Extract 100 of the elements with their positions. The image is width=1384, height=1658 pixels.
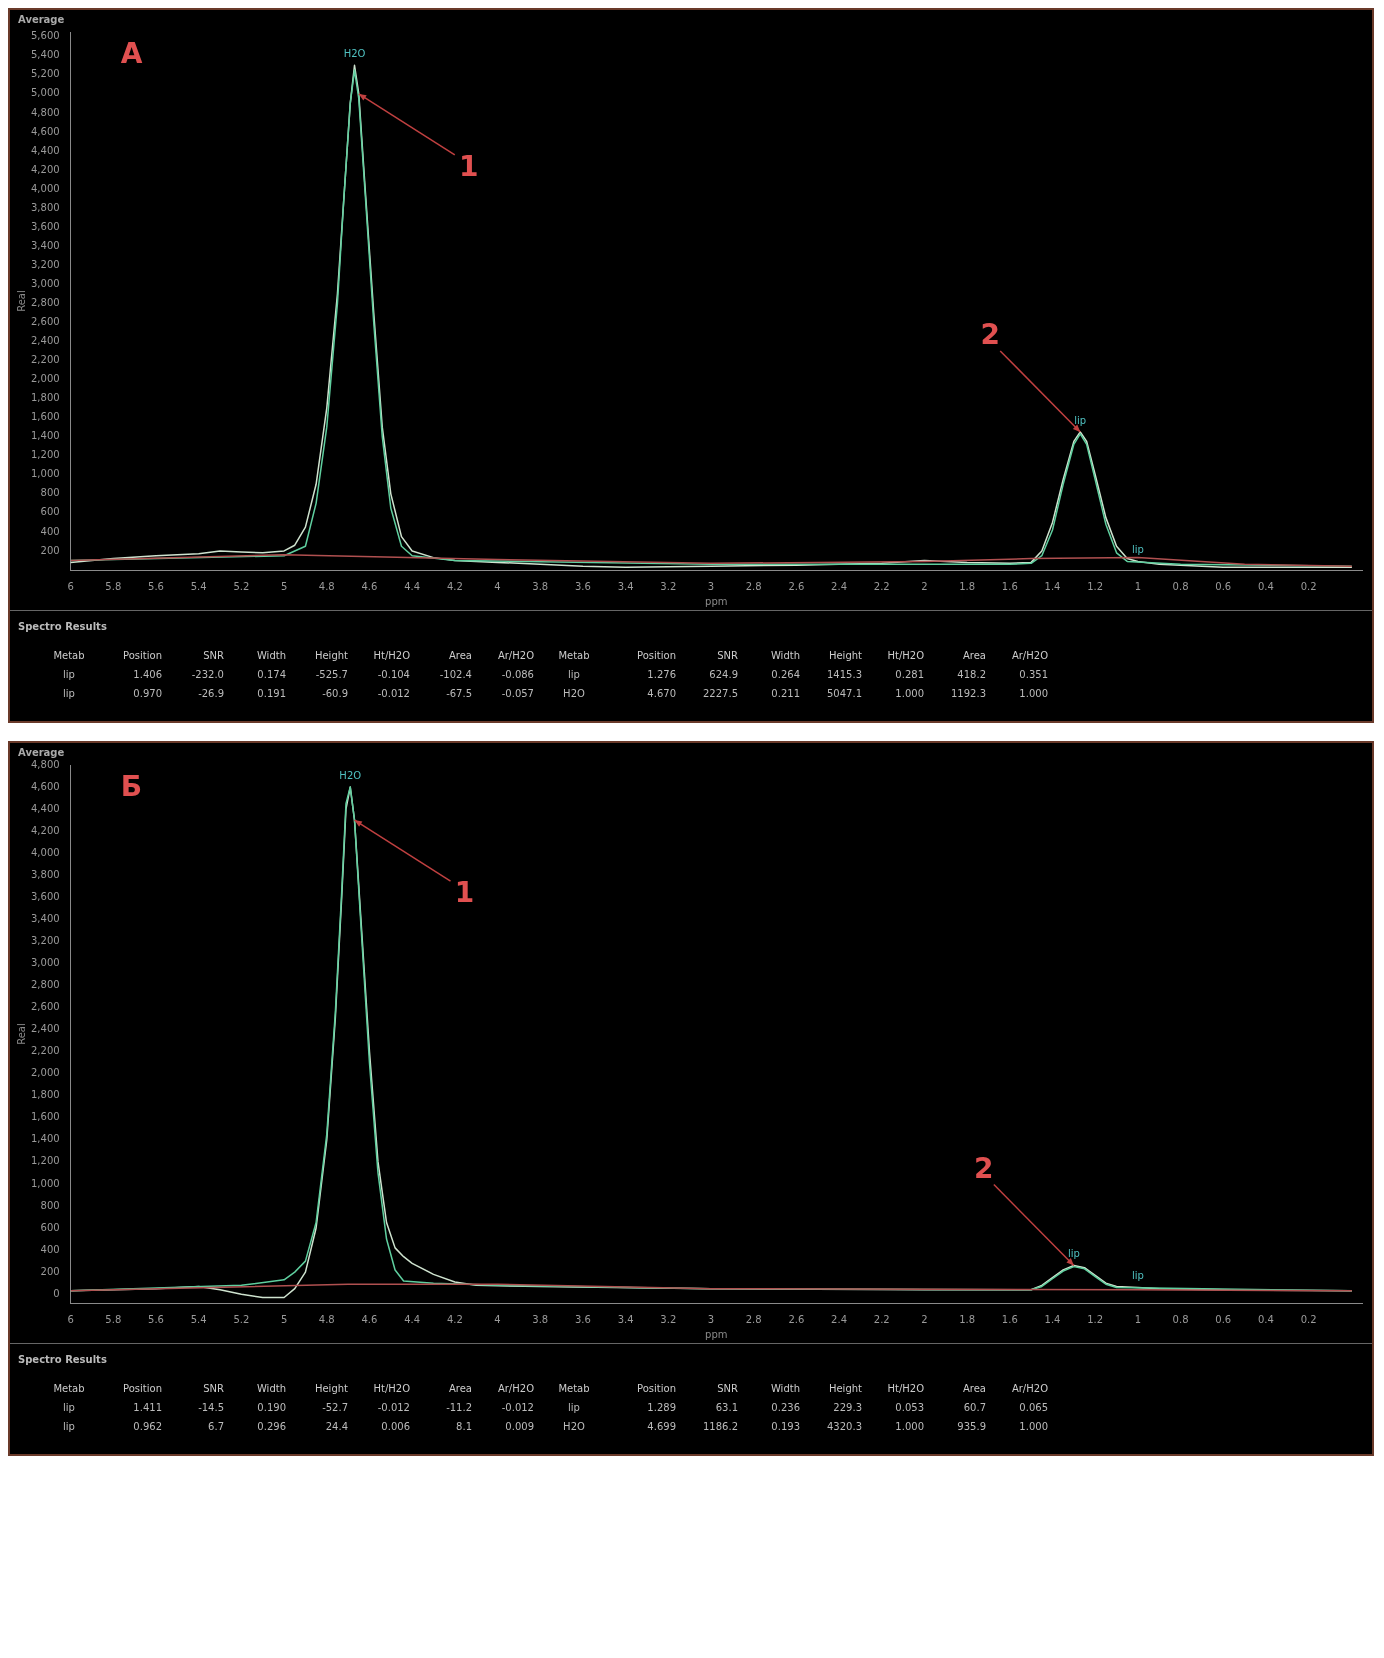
text: 5047.1 [826, 688, 862, 699]
text: 2227.5 [702, 688, 738, 699]
x-tick-label: 5.6 [148, 580, 164, 592]
text: Metab [52, 650, 86, 661]
x-tick-label: 6 [67, 580, 74, 592]
text: 6.7 [207, 1421, 224, 1432]
x-tick-label: 0.4 [1257, 580, 1274, 592]
x-tick-label: 3.8 [532, 1313, 549, 1325]
y-tick-label: 3,800 [30, 201, 60, 213]
x-tick-label: 4.4 [404, 580, 421, 592]
y-tick-label: 800 [40, 1199, 60, 1211]
chart-title: А [120, 37, 143, 71]
text: 1186.2 [702, 1421, 738, 1432]
y-tick-label: 4,400 [30, 802, 60, 814]
x-tick-label: 2.2 [873, 580, 890, 592]
x-tick-label: 1.4 [1044, 580, 1061, 592]
x-tick-label: 1.8 [959, 1313, 976, 1325]
x-tick-label: 5 [280, 580, 288, 592]
text: SNR [716, 1383, 738, 1394]
x-tick-label: 5.8 [105, 1313, 122, 1325]
x-tick-label: 2.8 [745, 1313, 762, 1325]
annotation: lip [1074, 414, 1087, 426]
y-tick-label: 5,200 [30, 68, 60, 80]
text: lip [62, 669, 76, 680]
x-tick-label: 0.2 [1300, 580, 1317, 592]
text: Area [448, 1383, 472, 1394]
text: Ht/H2O [372, 1383, 410, 1394]
text: H2O [562, 1421, 586, 1432]
x-tick-label: 2.2 [873, 1313, 890, 1325]
text: Metab [557, 650, 591, 661]
text: Spectro Results [18, 621, 108, 632]
text: lip [62, 1402, 76, 1413]
text: lip [62, 688, 76, 699]
x-tick-label: 1.2 [1087, 1313, 1104, 1325]
y-tick-label: 3,000 [30, 957, 60, 969]
text: 1.289 [646, 1402, 676, 1413]
text: Ar/H2O [496, 1383, 534, 1394]
y-tick-label: 1,200 [30, 449, 60, 461]
text: Height [313, 650, 348, 661]
x-tick-label: 1 [1134, 1313, 1142, 1325]
text: SNR [716, 650, 738, 661]
x-tick-label: 2.4 [831, 1313, 847, 1325]
y-tick-label: 4,000 [30, 846, 60, 858]
text: 1.000 [894, 1421, 924, 1432]
text: SNR [202, 650, 224, 661]
chart-subtitle: Average [18, 747, 65, 758]
text: Spectro Results [18, 1354, 108, 1365]
text: 8.1 [455, 1421, 472, 1432]
chart-subtitle: Average [18, 14, 65, 25]
y-tick-label: 1,400 [30, 430, 60, 442]
text: -26.9 [197, 688, 224, 699]
text: 229.3 [832, 1402, 862, 1413]
y-tick-label: 2,000 [30, 373, 60, 385]
y-tick-label: 2,400 [30, 335, 60, 347]
x-tick-label: 5 [280, 1313, 288, 1325]
x-tick-label: 3 [707, 580, 715, 592]
y-axis-title: Real [15, 1023, 27, 1045]
text: 1.000 [1018, 688, 1048, 699]
text: Width [255, 650, 286, 661]
x-tick-label: 3.2 [660, 1313, 677, 1325]
x-tick-label: 0.6 [1215, 580, 1232, 592]
x-tick-label: 4 [494, 1313, 501, 1325]
y-tick-label: 3,600 [30, 890, 60, 902]
annotation: H2O [343, 47, 366, 59]
text: 0.009 [504, 1421, 534, 1432]
y-tick-label: 5,600 [30, 30, 60, 42]
text: Area [962, 650, 986, 661]
x-tick-label: 1 [1134, 580, 1142, 592]
x-tick-label: 3 [707, 1313, 715, 1325]
x-tick-label: 1.6 [1001, 580, 1018, 592]
text: 0.211 [770, 688, 800, 699]
text: -0.104 [376, 669, 410, 680]
text: 60.7 [962, 1402, 986, 1413]
text: Width [255, 1383, 286, 1394]
y-tick-label: 2,600 [30, 1001, 60, 1013]
x-tick-label: 4 [494, 580, 501, 592]
x-tick-label: 0.6 [1215, 1313, 1232, 1325]
text: 1.276 [646, 669, 676, 680]
text: 0.065 [1018, 1402, 1048, 1413]
text: 0.962 [132, 1421, 162, 1432]
text: 1415.3 [826, 669, 862, 680]
y-tick-label: 3,200 [30, 258, 60, 270]
x-tick-label: 2.4 [831, 580, 847, 592]
text: 0.970 [132, 688, 162, 699]
x-tick-label: 2 [921, 580, 928, 592]
text: Position [636, 650, 676, 661]
y-tick-label: 3,400 [30, 912, 60, 924]
y-tick-label: 1,200 [30, 1155, 60, 1167]
annotation: 2 [974, 1151, 994, 1185]
y-tick-label: 2,000 [30, 1067, 60, 1079]
chart-title: Б [120, 770, 142, 804]
y-tick-label: 4,000 [30, 182, 60, 194]
x-tick-label: 1.2 [1087, 580, 1104, 592]
x-tick-label: 3.6 [574, 1313, 591, 1325]
text: Position [636, 1383, 676, 1394]
text: -0.012 [376, 1402, 410, 1413]
y-tick-label: 0 [53, 1287, 60, 1299]
text: -11.2 [445, 1402, 472, 1413]
text: 418.2 [956, 669, 986, 680]
y-tick-label: 1,800 [30, 392, 60, 404]
